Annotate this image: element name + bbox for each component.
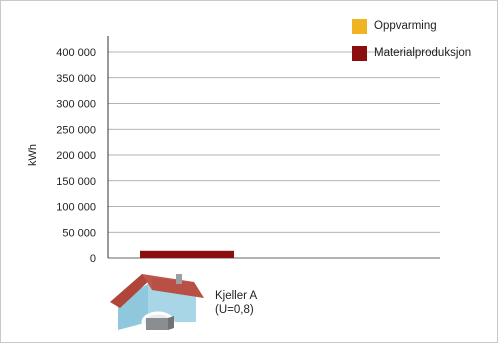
legend-label-materialproduksjon: Materialproduksjon xyxy=(374,47,472,59)
category-name: Kjeller A xyxy=(215,290,258,302)
y-tick-label: 400 000 xyxy=(56,47,96,59)
legend-item-materialproduksjon: Materialproduksjon xyxy=(352,45,471,61)
y-tick-label: 100 000 xyxy=(56,202,96,214)
y-tick-label: 250 000 xyxy=(56,124,96,136)
y-tick-labels: 0 50 000 100 000 150 000 200 000 250 000 300 0… xyxy=(56,47,96,265)
y-tick-label: 0 xyxy=(90,253,96,265)
y-tick-label: 150 000 xyxy=(56,176,96,188)
bar-materialproduksjon xyxy=(140,250,234,258)
y-tick-label: 200 000 xyxy=(56,150,96,162)
bars xyxy=(140,250,234,258)
y-tick-label: 300 000 xyxy=(56,99,96,111)
y-axis-label: kWh xyxy=(27,144,39,166)
legend-item-oppvarming: Oppvarming xyxy=(352,18,471,34)
legend-swatch-oppvarming xyxy=(352,18,367,34)
y-tick-label: 50 000 xyxy=(62,227,96,239)
grid-lines xyxy=(108,51,440,259)
legend: Oppvarming Materialproduksjon xyxy=(352,18,471,72)
legend-swatch-materialproduksjon xyxy=(352,45,367,61)
y-tick-label: 350 000 xyxy=(56,73,96,85)
category-sublabel: (U=0,8) xyxy=(215,304,254,316)
house-with-basement-icon xyxy=(108,272,208,339)
legend-label-oppvarming: Oppvarming xyxy=(374,20,437,32)
category-label: Kjeller A (U=0,8) xyxy=(215,289,257,317)
